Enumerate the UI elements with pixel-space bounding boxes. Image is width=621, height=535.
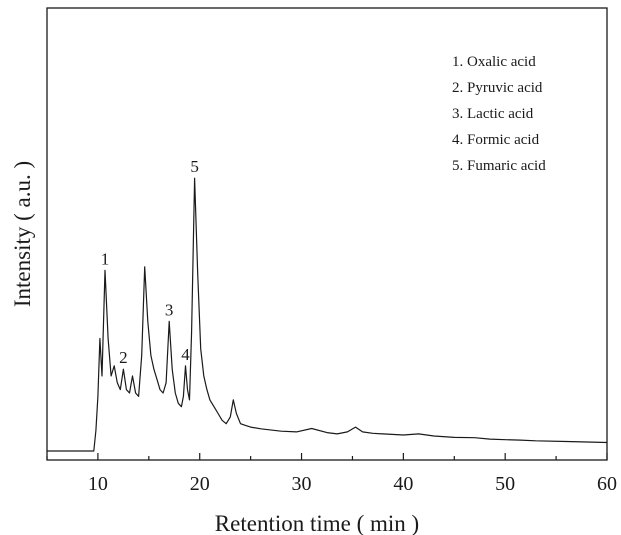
x-tick-label: 30 bbox=[292, 473, 312, 495]
x-tick-label: 40 bbox=[393, 473, 413, 495]
peak-label: 5 bbox=[190, 157, 199, 176]
x-axis-ticks: 10 20 30 40 50 60 bbox=[46, 453, 617, 495]
y-axis-label: Intensity ( a.u. ) bbox=[10, 161, 35, 307]
x-tick-label: 10 bbox=[88, 473, 108, 495]
peak-label: 2 bbox=[119, 348, 128, 367]
x-tick-label: 20 bbox=[190, 473, 210, 495]
legend-entry: 1. Oxalic acid bbox=[452, 54, 536, 70]
peak-label: 1 bbox=[101, 249, 110, 268]
x-tick-label: 60 bbox=[597, 473, 617, 495]
peak-labels: 1 2 3 4 5 bbox=[101, 157, 199, 367]
peak-label: 3 bbox=[165, 300, 174, 319]
legend-entry: 3. Lactic acid bbox=[452, 106, 534, 122]
legend-entry: 5. Fumaric acid bbox=[452, 158, 546, 174]
x-tick-label: 50 bbox=[495, 473, 515, 495]
peak-label: 4 bbox=[181, 345, 190, 364]
legend: 1. Oxalic acid 2. Pyruvic acid 3. Lactic a… bbox=[452, 54, 546, 174]
legend-entry: 2. Pyruvic acid bbox=[452, 80, 543, 96]
plot-frame bbox=[46, 7, 608, 461]
legend-entry: 4. Formic acid bbox=[452, 132, 540, 148]
x-axis-label: Retention time ( min ) bbox=[215, 511, 419, 535]
series-group bbox=[47, 177, 608, 452]
chromatogram-line bbox=[47, 177, 608, 452]
